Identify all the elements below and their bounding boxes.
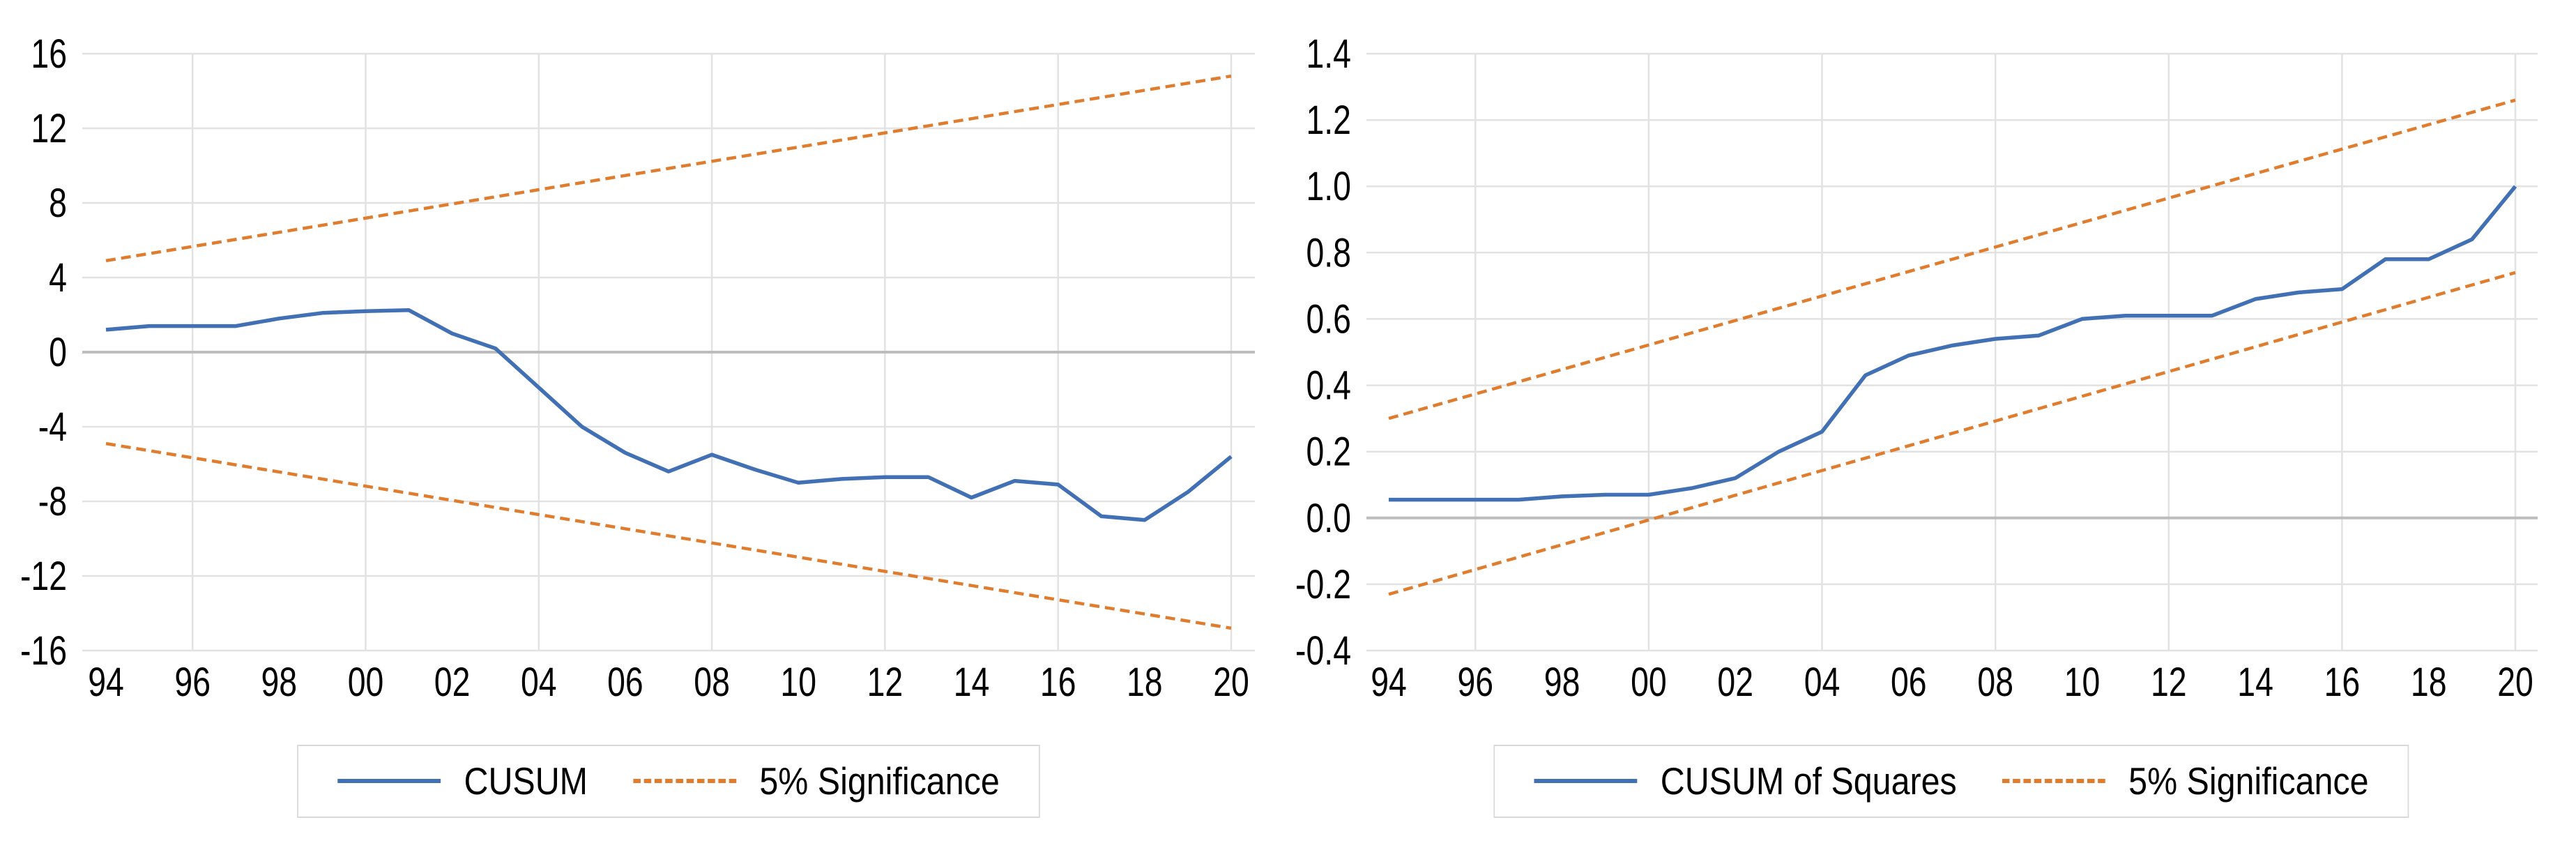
legend-item-significance: 5% Significance: [633, 760, 1000, 803]
legend-item-cusum: CUSUM: [337, 760, 588, 803]
x-axis-tick-label: 98: [1544, 660, 1580, 705]
x-axis-tick-label: 02: [1717, 660, 1753, 705]
x-axis-tick-label: 02: [434, 660, 471, 705]
x-axis-tick-label: 00: [348, 660, 384, 705]
significance-lower-line: [1388, 271, 2516, 596]
y-axis-tick-label: 8: [49, 181, 67, 226]
y-axis-tick-label: 0.4: [1306, 363, 1351, 409]
x-axis-tick-label: 20: [1213, 660, 1249, 705]
x-axis-tick-label: 14: [2237, 660, 2273, 705]
y-axis-tick-label: 1.0: [1306, 164, 1351, 209]
x-axis-tick-label: 10: [2064, 660, 2101, 705]
x-axis-tick-label: 98: [261, 660, 297, 705]
series-line-cusum: [105, 308, 1233, 522]
y-axis-tick-label: 12: [31, 106, 67, 151]
cusum-of-squares-plot-area: 1.4 1.2 1.0 0.8 0.6 0.4 0.2 0.0 -0.2 -0.4 94 96 98 00…: [1295, 31, 2538, 705]
x-axis-tick-label: 06: [1891, 660, 1927, 705]
cusum-of-squares-chart-panel: 1.4 1.2 1.0 0.8 0.6 0.4 0.2 0.0 -0.2 -0.4 94 96 98 00…: [1288, 0, 2576, 850]
cusum-chart-panel: 16 12 8 4 0 -4 -8 -12 -16 94 96 98 00 02 04 06 08 10 12 14 1…: [20, 31, 1255, 818]
y-axis-tick-label: 0.0: [1306, 496, 1351, 541]
dashed-line-swatch-icon: [2002, 779, 2105, 784]
x-axis-tick-label: 20: [2497, 660, 2533, 705]
y-axis-tick-label: 1.4: [1306, 31, 1351, 77]
y-axis-tick-label: -8: [38, 479, 67, 524]
cusum-of-squares-legend: CUSUM of Squares 5% Significance: [1493, 745, 2409, 818]
legend-label-cusum-of-squares: CUSUM of Squares: [1660, 759, 1957, 803]
x-axis-tick-label: 12: [867, 660, 904, 705]
x-axis-tick-label: 10: [780, 660, 816, 705]
x-axis-tick-label: 94: [1371, 660, 1407, 705]
y-axis-tick-label: 0.2: [1306, 430, 1351, 475]
y-axis-tick-label: 16: [31, 31, 67, 77]
x-axis-tick-label: 08: [694, 660, 730, 705]
x-axis-tick-label: 94: [88, 660, 124, 705]
y-axis-tick-label: -0.2: [1295, 562, 1351, 607]
y-axis-tick-label: 0.8: [1306, 230, 1351, 275]
x-axis-tick-label: 18: [1127, 660, 1163, 705]
significance-upper-line: [1388, 98, 2516, 420]
cusum-plot-area: 16 12 8 4 0 -4 -8 -12 -16 94 96 98 00 02 04 06 08 10 12 14 1…: [20, 31, 1255, 705]
y-axis-tick-label: 0: [49, 330, 67, 375]
dashed-line-swatch-icon: [633, 779, 736, 784]
significance-lower-line: [105, 441, 1232, 630]
x-axis-tick-label: 96: [1457, 660, 1493, 705]
legend-label-significance: 5% Significance: [2128, 759, 2369, 803]
solid-line-swatch-icon: [1534, 779, 1638, 784]
solid-line-swatch-icon: [337, 779, 441, 784]
y-axis-tick-label: -16: [20, 628, 67, 674]
x-axis-tick-label: 16: [1040, 660, 1076, 705]
legend-label-significance: 5% Significance: [759, 759, 1000, 803]
x-axis-tick-label: 18: [2411, 660, 2447, 705]
y-axis-tick-label: 4: [49, 255, 67, 301]
x-axis-tick-label: 00: [1631, 660, 1667, 705]
y-axis-tick-label: 0.6: [1306, 296, 1351, 342]
legend-label-cusum: CUSUM: [464, 759, 588, 803]
x-axis-tick-label: 12: [2151, 660, 2187, 705]
x-axis-tick-label: 04: [1804, 660, 1840, 705]
y-axis-tick-label: 1.2: [1306, 98, 1351, 143]
x-axis-tick-label: 96: [174, 660, 211, 705]
y-axis-tick-label: -12: [20, 554, 67, 599]
x-axis-tick-label: 16: [2324, 660, 2361, 705]
x-axis-tick-label: 14: [954, 660, 990, 705]
legend-item-significance: 5% Significance: [2002, 760, 2369, 803]
x-axis-tick-label: 04: [521, 660, 557, 705]
x-axis-tick-label: 06: [607, 660, 643, 705]
y-axis-tick-label: -0.4: [1295, 628, 1351, 674]
series-line-cusum-of-squares: [1389, 185, 2517, 502]
legend-item-cusum-of-squares: CUSUM of Squares: [1534, 759, 1957, 803]
significance-upper-line: [105, 74, 1232, 263]
cusum-legend: CUSUM 5% Significance: [297, 745, 1040, 818]
y-axis-tick-label: -4: [38, 404, 67, 450]
x-axis-tick-label: 08: [1977, 660, 2013, 705]
